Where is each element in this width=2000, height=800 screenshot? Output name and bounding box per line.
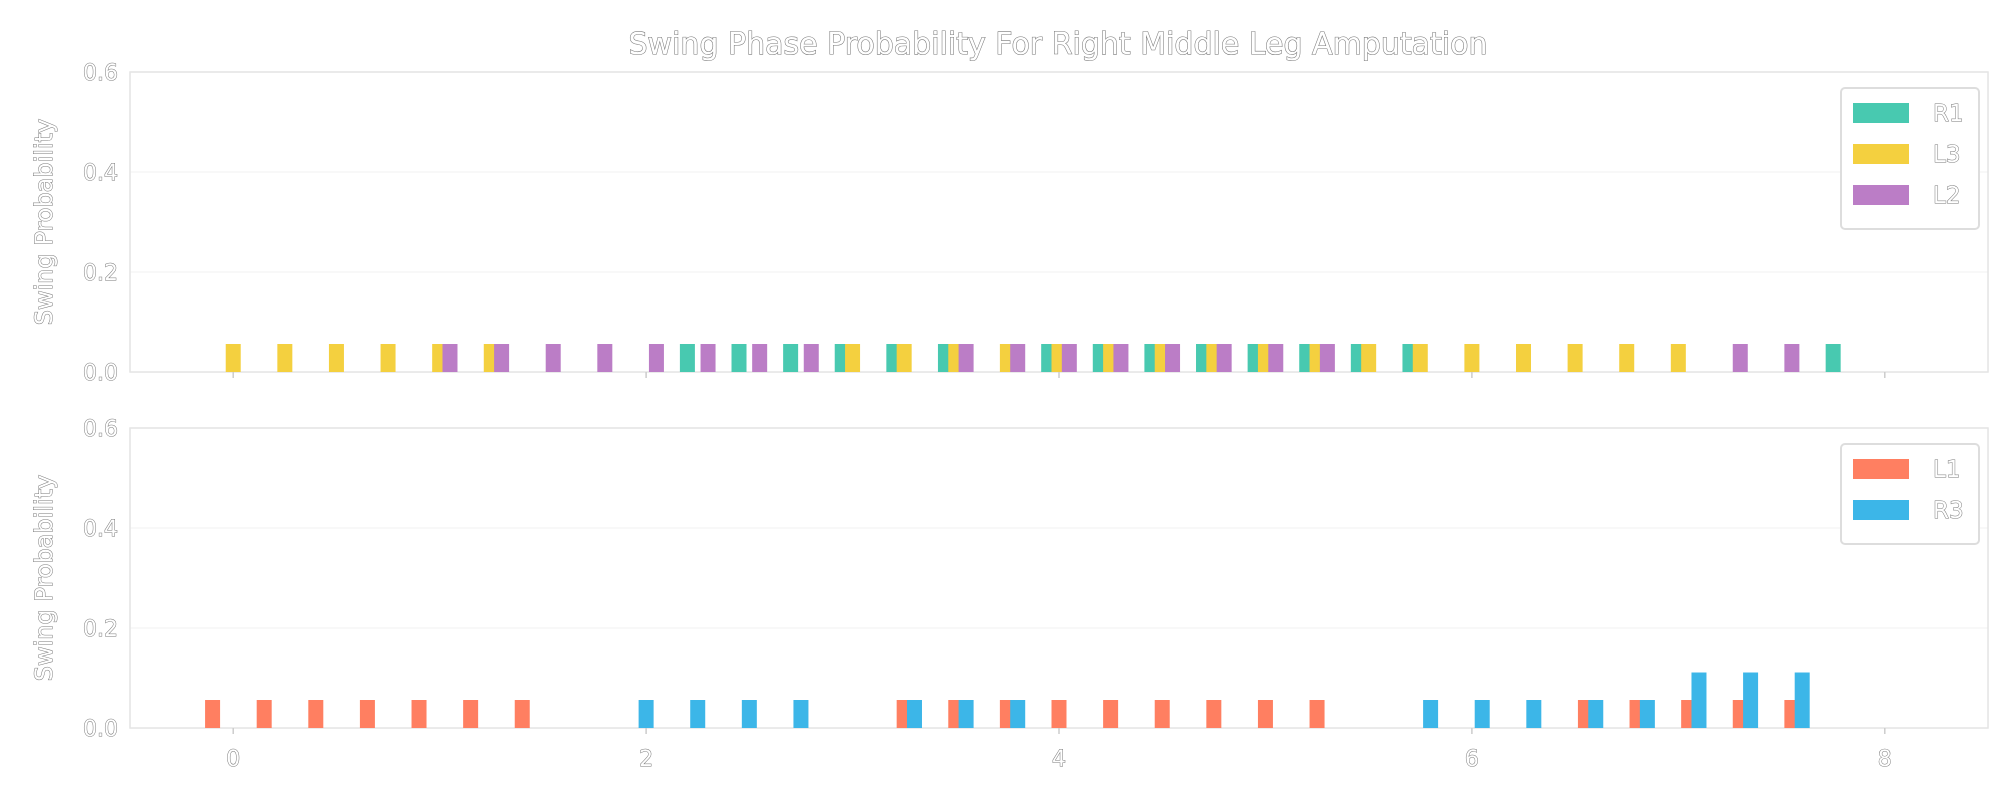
bar-l3 [277, 344, 293, 372]
legend-swatch-r3 [1853, 500, 1909, 520]
bar-r3 [1743, 672, 1759, 728]
x-tick-label: 2 [639, 747, 653, 772]
bar-l1 [308, 700, 324, 728]
bar-l3 [1464, 344, 1480, 372]
y-tick-label: 0.0 [83, 361, 118, 386]
bar-l1 [1051, 700, 1067, 728]
legend-swatch-l2 [1853, 185, 1909, 205]
x-tick-label: 0 [226, 747, 240, 772]
y-tick-label: 0.6 [83, 61, 118, 86]
bar-r3 [958, 700, 974, 728]
y-tick-label: 0.2 [83, 261, 118, 286]
bar-l2 [1165, 344, 1181, 372]
bar-l3 [328, 344, 344, 372]
bar-l2 [752, 344, 768, 372]
bar-l2 [1061, 344, 1077, 372]
bar-r3 [741, 700, 757, 728]
bar-l2 [803, 344, 819, 372]
bar-l1 [205, 700, 221, 728]
bar-l1 [411, 700, 427, 728]
y-tick-label: 0.0 [83, 717, 118, 742]
bar-r1 [731, 344, 747, 372]
bar-l2 [442, 344, 458, 372]
legend-swatch-r1 [1853, 103, 1909, 123]
plot-frame [129, 71, 1989, 373]
y-axis-label: Swing Probability [30, 119, 58, 325]
plot-frame [129, 427, 1989, 729]
bar-l3 [896, 344, 912, 372]
bar-l3 [845, 344, 861, 372]
bar-l2 [1784, 344, 1800, 372]
bar-l2 [1319, 344, 1335, 372]
bar-r3 [1691, 672, 1707, 728]
bar-l3 [380, 344, 396, 372]
legend-label: L1 [1933, 457, 1960, 483]
bar-r3 [1794, 672, 1810, 728]
y-tick-label: 0.6 [83, 417, 118, 442]
bar-r3 [1526, 700, 1542, 728]
bar-l2 [1010, 344, 1026, 372]
legend-label: R3 [1933, 498, 1964, 524]
bar-l2 [545, 344, 561, 372]
bar-l1 [514, 700, 530, 728]
bar-l3 [1412, 344, 1428, 372]
bar-r3 [1423, 700, 1439, 728]
bar-l2 [1732, 344, 1748, 372]
legend: R1 L3 L2 [1840, 87, 1980, 230]
legend-swatch-l3 [1853, 144, 1909, 164]
bar-l1 [1309, 700, 1325, 728]
legend-label: L2 [1933, 183, 1960, 209]
chart-title: Swing Phase Probability For Right Middle… [629, 27, 1488, 62]
y-tick-label: 0.2 [83, 617, 118, 642]
x-tick-label: 4 [1052, 747, 1066, 772]
bar-l2 [1113, 344, 1129, 372]
bar-l2 [494, 344, 510, 372]
bar-r3 [1639, 700, 1655, 728]
bar-l3 [1516, 344, 1531, 372]
bar-r1 [1825, 344, 1841, 372]
bar-r3 [638, 700, 654, 728]
x-tick-label: 6 [1465, 747, 1479, 772]
bar-l2 [597, 344, 613, 372]
bar-l1 [1257, 700, 1273, 728]
legend-label: R1 [1933, 101, 1964, 127]
bar-r3 [906, 700, 922, 728]
legend-swatch-l1 [1853, 459, 1909, 479]
bar-l1 [1103, 700, 1119, 728]
bar-l2 [1268, 344, 1284, 372]
bar-r3 [1010, 700, 1026, 728]
bar-r1 [783, 344, 799, 372]
bar-l3 [1567, 344, 1583, 372]
bar-l3 [225, 344, 241, 372]
bar-l2 [958, 344, 974, 372]
bar-l2 [1216, 344, 1232, 372]
legend: L1 R3 [1840, 443, 1980, 545]
bar-l1 [1206, 700, 1222, 728]
bar-l2 [700, 344, 716, 372]
bar-r3 [690, 700, 706, 728]
bar-l1 [359, 700, 375, 728]
bar-l3 [1670, 344, 1686, 372]
bar-l1 [1154, 700, 1170, 728]
bar-r3 [793, 700, 809, 728]
bar-l2 [648, 344, 664, 372]
bar-r1 [679, 344, 695, 372]
bar-r3 [1588, 700, 1604, 728]
legend-label: L3 [1933, 142, 1960, 168]
bar-r3 [1474, 700, 1490, 728]
bar-l1 [256, 700, 272, 728]
panel-2: 0.0 0.2 0.4 0.6 Swing Probability L1 R3 0 2 4 6 8 [30, 417, 1989, 773]
y-tick-label: 0.4 [83, 161, 118, 186]
bar-l3 [1361, 344, 1377, 372]
bar-l1 [463, 700, 479, 728]
y-tick-label: 0.4 [83, 517, 118, 542]
bar-l3 [1619, 344, 1635, 372]
y-axis-label: Swing Probability [30, 475, 58, 681]
panel-1: 0.0 0.2 0.4 0.6 Swing Probability R1 L3 L2 [30, 61, 1989, 387]
x-tick-label: 8 [1878, 747, 1892, 772]
